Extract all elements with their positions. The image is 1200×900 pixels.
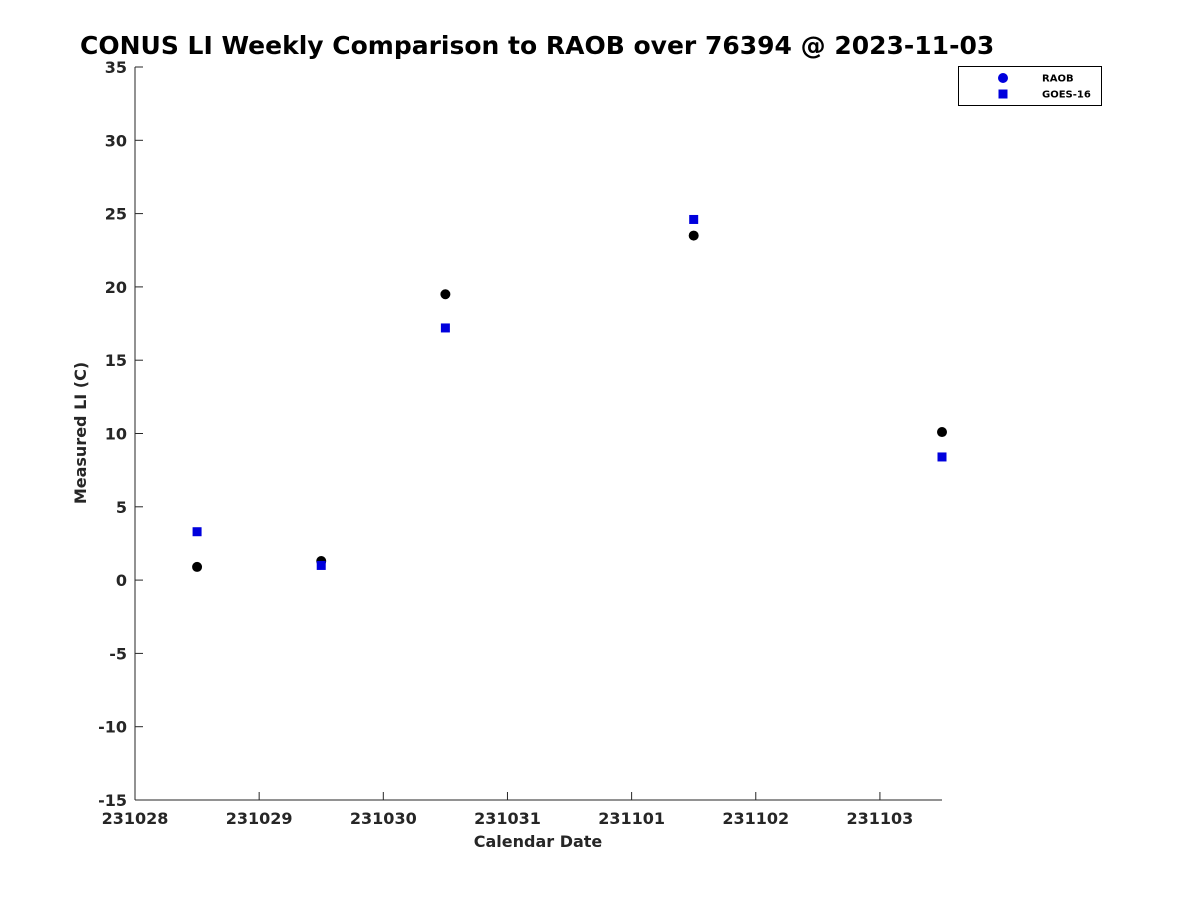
y-tick-label: 10 bbox=[105, 425, 127, 444]
legend-marker-goes-16 bbox=[998, 89, 1008, 99]
y-tick-label: 20 bbox=[105, 278, 127, 297]
x-tick-label: 231031 bbox=[474, 809, 541, 828]
legend: RAOB GOES-16 bbox=[958, 66, 1102, 106]
y-tick-label: -5 bbox=[109, 644, 127, 663]
axes bbox=[134, 67, 942, 801]
y-tick-label: -10 bbox=[98, 718, 127, 737]
y-tick-label: 0 bbox=[116, 571, 127, 590]
y-axis-label: Measured LI (C) bbox=[71, 362, 90, 504]
point-raob bbox=[440, 289, 451, 300]
y-tick-label: -15 bbox=[98, 791, 127, 810]
y-tick-label: 35 bbox=[105, 58, 127, 77]
legend-label-goes-16: GOES-16 bbox=[1042, 90, 1091, 101]
x-axis-label: Calendar Date bbox=[474, 832, 603, 851]
point-raob bbox=[192, 561, 203, 572]
point-raob bbox=[688, 230, 699, 241]
x-tick-label: 231030 bbox=[350, 809, 417, 828]
x-tick-label: 231102 bbox=[722, 809, 789, 828]
y-axis-ticks: 35 30 25 20 15 10 5 0 -5 -10 -15 bbox=[98, 58, 143, 810]
x-tick-label: 231103 bbox=[847, 809, 914, 828]
y-tick-label: 5 bbox=[116, 498, 127, 517]
data-points bbox=[192, 214, 947, 572]
point-goes-16 bbox=[192, 527, 202, 537]
point-goes-16 bbox=[937, 452, 947, 462]
y-tick-label: 25 bbox=[105, 205, 127, 224]
y-tick-label: 15 bbox=[105, 351, 127, 370]
legend-box bbox=[958, 66, 1102, 106]
legend-label-raob: RAOB bbox=[1042, 74, 1074, 85]
point-goes-16 bbox=[689, 214, 699, 224]
x-tick-label: 231029 bbox=[226, 809, 293, 828]
x-axis-ticks: 231028 231029 231030 231031 231101 231102 2311… bbox=[102, 792, 914, 828]
chart-title: CONUS LI Weekly Comparison to RAOB over … bbox=[80, 31, 994, 60]
point-raob bbox=[937, 427, 947, 438]
x-tick-label: 231028 bbox=[102, 809, 169, 828]
point-goes-16 bbox=[316, 560, 326, 570]
point-goes-16 bbox=[440, 323, 450, 333]
legend-marker-raob bbox=[998, 73, 1008, 83]
y-tick-label: 30 bbox=[105, 131, 127, 150]
x-tick-label: 231101 bbox=[598, 809, 665, 828]
